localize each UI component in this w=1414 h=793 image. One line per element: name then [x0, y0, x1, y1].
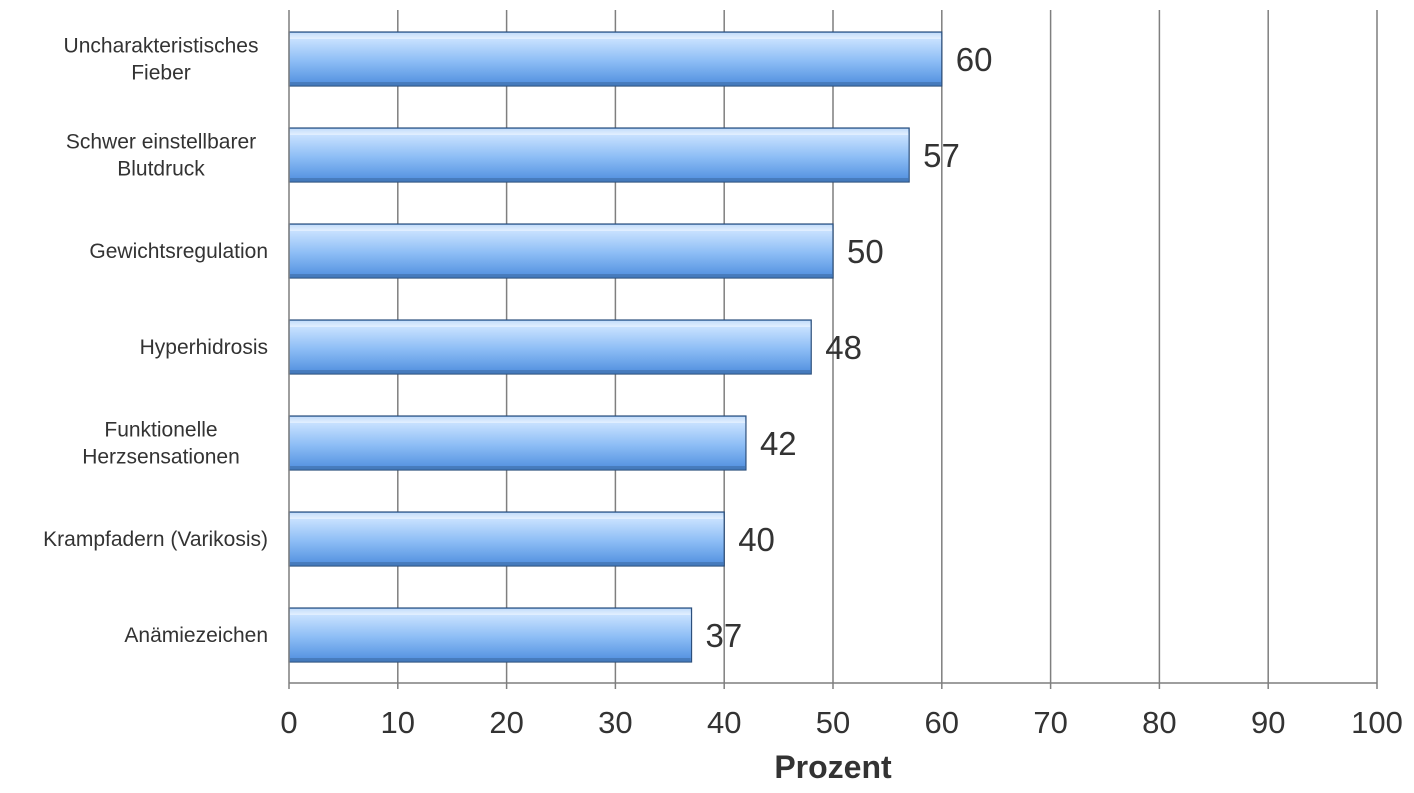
x-tick-label-60: 60: [925, 705, 959, 740]
category-label-2: Gewichtsregulation: [89, 240, 268, 263]
x-tick-label-50: 50: [816, 705, 850, 740]
value-label-3: 48: [825, 329, 862, 366]
bars: [288, 31, 943, 663]
x-tick-label-90: 90: [1251, 705, 1285, 740]
x-tick-label-80: 80: [1142, 705, 1176, 740]
category-label-1-line-1: Blutdruck: [117, 158, 205, 181]
bar-6: [288, 607, 693, 663]
bar-3: [288, 319, 812, 375]
x-tick-label-100: 100: [1351, 705, 1403, 740]
category-label-0-line-0: Uncharakteristisches: [64, 35, 259, 58]
value-label-4: 42: [760, 425, 797, 462]
bar-highlight-6: [290, 609, 691, 615]
labels: 60 Uncharakteristisches Fieber 57 Schwer ein…: [43, 35, 1403, 786]
value-label-2: 50: [847, 233, 884, 270]
x-tick-label-70: 70: [1033, 705, 1067, 740]
x-tick-label-10: 10: [381, 705, 415, 740]
value-label-6: 37: [706, 617, 743, 654]
x-axis-title: Prozent: [774, 749, 892, 785]
value-label-5: 40: [738, 521, 775, 558]
bar-5: [288, 511, 725, 567]
x-tick-label-0: 0: [280, 705, 297, 740]
value-label-1: 57: [923, 137, 960, 174]
bar-shade-6: [290, 658, 691, 661]
bar-shade-3: [290, 370, 811, 373]
bar-1: [288, 127, 910, 183]
bar-shade-0: [290, 82, 941, 85]
x-tick-label-20: 20: [489, 705, 523, 740]
category-label-4-line-1: Herzsensationen: [82, 446, 240, 469]
category-label-3: Hyperhidrosis: [140, 336, 268, 359]
bar-shade-2: [290, 274, 832, 277]
bar-0: [288, 31, 943, 87]
bar-shade-1: [290, 178, 909, 181]
bar-shade-5: [290, 562, 724, 565]
bar-highlight-5: [290, 513, 724, 519]
bar-4: [288, 415, 747, 471]
category-label-0-line-1: Fieber: [131, 62, 191, 85]
bar-highlight-1: [290, 129, 909, 135]
category-label-5: Krampfadern (Varikosis): [43, 528, 268, 551]
bar-highlight-2: [290, 225, 832, 231]
bar-highlight-0: [290, 33, 941, 39]
x-tick-label-30: 30: [598, 705, 632, 740]
category-label-4-line-0: Funktionelle: [104, 419, 217, 442]
category-label-1-line-0: Schwer einstellbarer: [66, 131, 256, 154]
value-label-0: 60: [956, 41, 993, 78]
bar-highlight-3: [290, 321, 811, 327]
category-label-0: Uncharakteristisches Fieber: [64, 35, 259, 85]
gridlines: [397, 10, 1378, 683]
category-label-4: Funktionelle Herzsensationen: [82, 419, 240, 469]
bar-2: [288, 223, 834, 279]
category-label-6: Anämiezeichen: [124, 624, 268, 647]
x-tick-label-40: 40: [707, 705, 741, 740]
bar-highlight-4: [290, 417, 745, 423]
bar-shade-4: [290, 466, 745, 469]
category-label-1: Schwer einstellbarer Blutdruck: [66, 131, 256, 181]
axes: [288, 10, 1378, 689]
